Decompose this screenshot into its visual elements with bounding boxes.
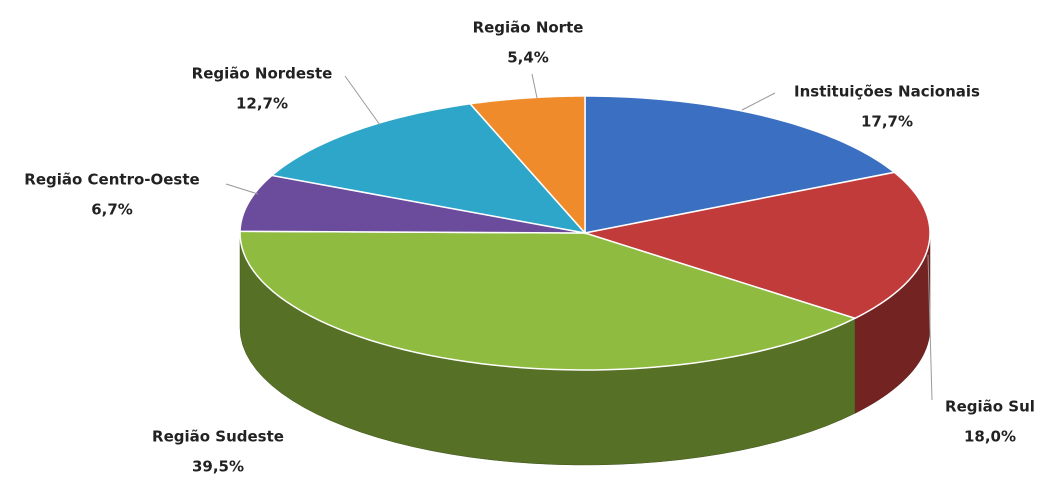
value-label: 39,5% [192, 458, 244, 476]
value-label: 18,0% [964, 428, 1016, 446]
slice [270, 103, 588, 235]
slice [584, 95, 897, 234]
slice-label: Instituições Nacionais [794, 83, 980, 101]
leader-line [531, 73, 538, 99]
slice [239, 174, 586, 234]
value-label: 6,7% [91, 201, 133, 219]
leader-line [927, 254, 933, 401]
leader-line [741, 92, 776, 111]
slice [584, 171, 931, 320]
value-label: 12,7% [236, 95, 288, 113]
slice-label: Região Sudeste [152, 428, 284, 446]
slice [239, 230, 857, 371]
slice-label: Região Norte [473, 19, 584, 37]
pie-tops [239, 95, 931, 371]
value-label: 5,4% [507, 49, 549, 67]
slice-label: Região Centro-Oeste [24, 171, 199, 189]
slice [468, 95, 586, 235]
leader-line [344, 75, 381, 126]
labels: Instituições Nacionais 17,7% Região Sul 18,… [24, 19, 1035, 476]
leader-line [225, 183, 259, 195]
value-label: 17,7% [861, 113, 913, 131]
slice-label: Região Sul [945, 398, 1035, 416]
slice-label: Região Nordeste [192, 65, 333, 83]
